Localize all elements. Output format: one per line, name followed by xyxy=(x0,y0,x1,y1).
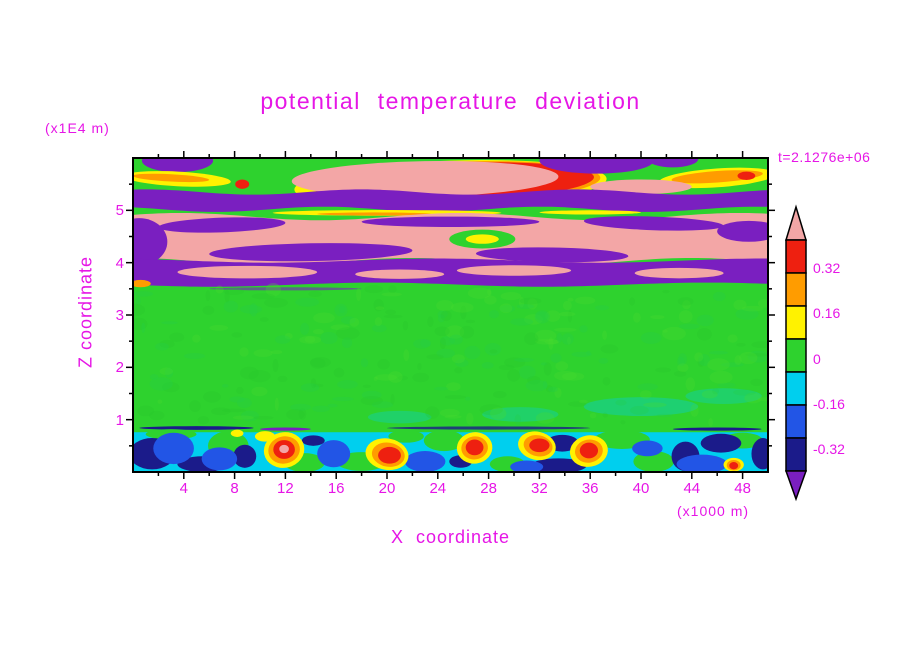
chart-title: potential temperature deviation xyxy=(260,88,641,114)
colorbar-label: -0.32 xyxy=(813,441,845,457)
temperature-field-heatmap xyxy=(133,158,768,472)
x-tick-label: 24 xyxy=(429,480,447,497)
y-tick-label: 1 xyxy=(115,411,124,429)
x-tick-label: 40 xyxy=(632,480,650,497)
z-axis-unit-label: (x1E4 m) xyxy=(45,120,110,136)
x-tick-label: 4 xyxy=(179,480,188,497)
x-tick-label: 36 xyxy=(581,480,599,497)
y-tick-label: 5 xyxy=(115,202,124,220)
colorbar-label: -0.16 xyxy=(813,396,845,412)
x-tick-label: 48 xyxy=(734,480,751,497)
x-tick-label: 28 xyxy=(480,480,497,497)
time-label: t=2.1276e+06 xyxy=(778,149,871,165)
x-axis-unit-label: (x1000 m) xyxy=(677,503,750,519)
y-tick-label: 4 xyxy=(115,254,124,272)
x-tick-label: 8 xyxy=(230,480,239,497)
colorbar-label: 0 xyxy=(813,351,821,367)
x-axis-title: X coordinate xyxy=(390,527,511,547)
x-tick-label: 12 xyxy=(277,480,294,497)
colorbar-label: 0.32 xyxy=(813,260,841,276)
colorbar-label: 0.16 xyxy=(813,305,841,321)
x-tick-label: 44 xyxy=(683,480,701,497)
y-tick-label: 3 xyxy=(115,307,124,324)
x-tick-label: 20 xyxy=(378,480,396,497)
y-tick-label: 2 xyxy=(115,359,124,377)
x-tick-label: 32 xyxy=(531,480,548,497)
x-tick-label: 16 xyxy=(327,480,345,497)
